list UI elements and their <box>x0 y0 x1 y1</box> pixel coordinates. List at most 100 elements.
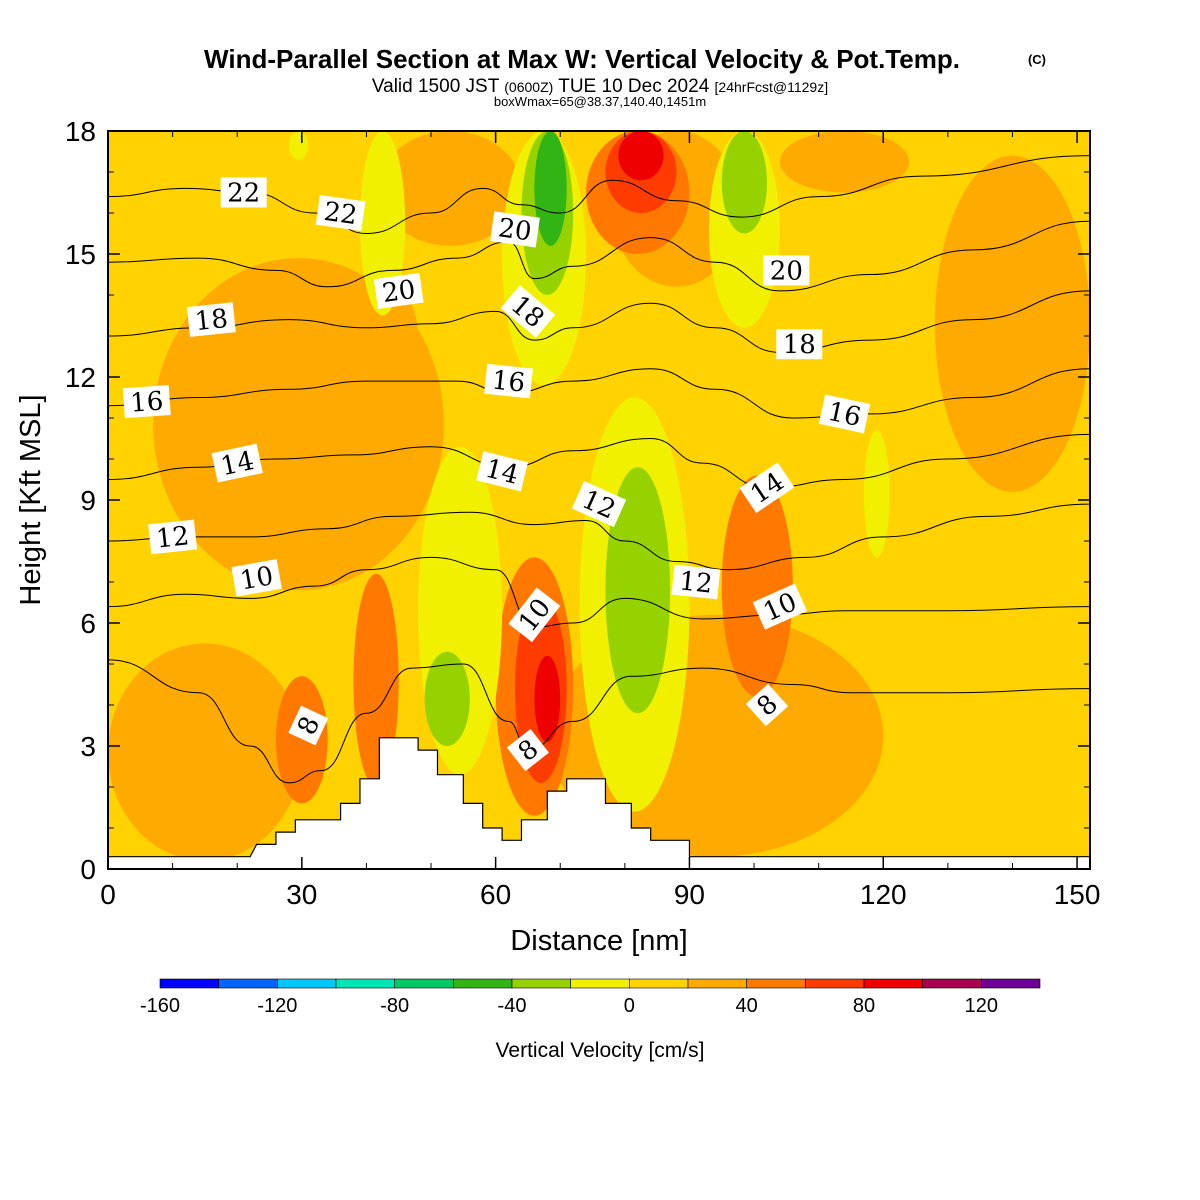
colorbar-swatch-10 <box>746 978 806 989</box>
velocity-cell-3 <box>721 475 793 697</box>
colorbar-swatch-0 <box>159 978 219 989</box>
colorbar-tick-label: -80 <box>380 995 409 1017</box>
valid-zulu: (0600Z) <box>504 79 553 95</box>
contour-label-text: 12 <box>155 521 191 554</box>
contour-label-box <box>571 481 627 528</box>
velocity-cell-23 <box>534 131 567 246</box>
contour-label-text: 16 <box>825 397 864 433</box>
terrain-profile <box>107 737 1091 870</box>
colorbar-swatch-4 <box>394 978 454 989</box>
velocity-cell-26 <box>721 131 767 234</box>
theta-contour-12 <box>108 503 1090 571</box>
contour-label-8: 16 <box>122 385 171 419</box>
colorbar-swatch-6 <box>511 978 571 989</box>
contour-label-text: 18 <box>193 304 229 337</box>
velocity-cell-27 <box>863 430 890 558</box>
contour-label-text: 20 <box>496 213 533 247</box>
axis-layer: 0 30 60 90 120 150 0 3 6 9 12 15 18 <box>65 116 1101 910</box>
y-tick-label: 0 <box>80 854 96 885</box>
contour-label-box <box>484 363 533 399</box>
theta-contour-16 <box>108 368 1090 419</box>
contour-label-box <box>776 329 823 360</box>
theta-contour-20 <box>108 220 1090 292</box>
contour-label-5: 18 <box>186 302 236 337</box>
contour-label-box <box>288 705 329 746</box>
theta-contour-8 <box>108 659 1090 784</box>
box-info: boxWmax=65@38.37,140.40,1451m <box>494 94 706 109</box>
contour-label-box <box>818 394 871 434</box>
contour-label-text: 20 <box>380 275 417 309</box>
y-tick-label: 3 <box>80 731 96 762</box>
contour-label-text: 18 <box>783 330 816 360</box>
colorbar-tick-label: -160 <box>140 995 180 1017</box>
y-tick-label: 15 <box>65 239 96 270</box>
velocity-cell-18 <box>424 651 470 746</box>
contour-label-17: 10 <box>231 559 282 597</box>
contour-label-3: 20 <box>490 211 540 248</box>
colorbar-tick-label: 40 <box>736 995 758 1017</box>
velocity-cell-1 <box>108 643 302 861</box>
contour-label-box <box>739 462 795 513</box>
contour-label-box <box>148 519 198 555</box>
velocity-cell-24 <box>359 131 406 316</box>
contour-label-4: 20 <box>763 255 810 286</box>
contour-label-text: 16 <box>129 386 164 418</box>
colorbar-swatch-12 <box>863 978 923 989</box>
y-tick-label: 12 <box>65 362 96 393</box>
colorbar-swatch-1 <box>218 978 278 989</box>
contour-label-text: 14 <box>218 446 257 482</box>
y-tick-label: 9 <box>80 485 96 516</box>
colorbar-swatch-11 <box>805 978 865 989</box>
contour-label-box <box>211 443 263 483</box>
contour-label-text: 20 <box>770 256 803 286</box>
contour-label-box <box>315 194 366 232</box>
contour-label-14: 12 <box>148 519 198 555</box>
contour-label-7: 18 <box>776 329 823 360</box>
colorbar-swatch-13 <box>922 978 982 989</box>
chart-subtitle: Valid 1500 JST (0600Z) TUE 10 Dec 2024 [… <box>372 76 828 97</box>
contour-label-box <box>220 177 267 208</box>
colorbar: -160 -120 -80 -40 0 40 80 120 <box>140 978 1041 1017</box>
colorbar-swatch-3 <box>335 978 395 989</box>
chart-title: Wind-Parallel Section at Max W: Vertical… <box>204 44 960 74</box>
colorbar-title: Vertical Velocity [cm/s] <box>496 1039 705 1062</box>
x-tick-label: 30 <box>286 879 317 910</box>
y-tick-label: 18 <box>65 116 96 147</box>
contour-label-box <box>476 451 529 492</box>
colorbar-swatch-5 <box>453 978 513 989</box>
velocity-cell-28 <box>288 131 309 160</box>
velocity-cell-7 <box>779 131 910 193</box>
velocity-cell-9 <box>275 676 328 804</box>
velocity-fill-layer <box>108 131 1090 861</box>
velocity-cell-16 <box>618 131 664 181</box>
colorbar-swatch-7 <box>570 978 630 989</box>
colorbar-swatch-14 <box>981 978 1041 989</box>
y-tick-label: 6 <box>80 608 96 639</box>
contour-label-box <box>373 272 424 309</box>
contour-label-text: 22 <box>322 197 359 231</box>
colorbar-tick-label: -40 <box>498 995 527 1017</box>
velocity-cell-10 <box>353 573 399 788</box>
contour-label-1: 22 <box>315 194 366 232</box>
contour-label-0: 22 <box>220 177 267 209</box>
valid-date: TUE 10 Dec 2024 <box>558 76 709 97</box>
x-axis-label: Distance [nm] <box>510 925 687 957</box>
contour-label-10: 16 <box>818 394 871 434</box>
contour-label-box <box>231 559 282 597</box>
contour-label-box <box>122 385 171 419</box>
contour-label-box <box>490 211 540 248</box>
x-tick-label: 90 <box>674 879 705 910</box>
theta-contour-14 <box>108 433 1090 489</box>
contour-label-box <box>508 587 561 643</box>
contour-label-text: 12 <box>678 566 714 599</box>
contour-label-box <box>745 683 789 727</box>
contour-label-box <box>506 729 549 772</box>
contour-label-box <box>500 285 556 338</box>
contour-label-box <box>186 302 236 337</box>
contour-label-box <box>752 583 808 630</box>
velocity-cell-20 <box>605 467 671 714</box>
contour-label-box <box>763 255 810 286</box>
colorbar-tick-label: 80 <box>853 995 875 1017</box>
colorbar-swatch-9 <box>687 978 747 989</box>
